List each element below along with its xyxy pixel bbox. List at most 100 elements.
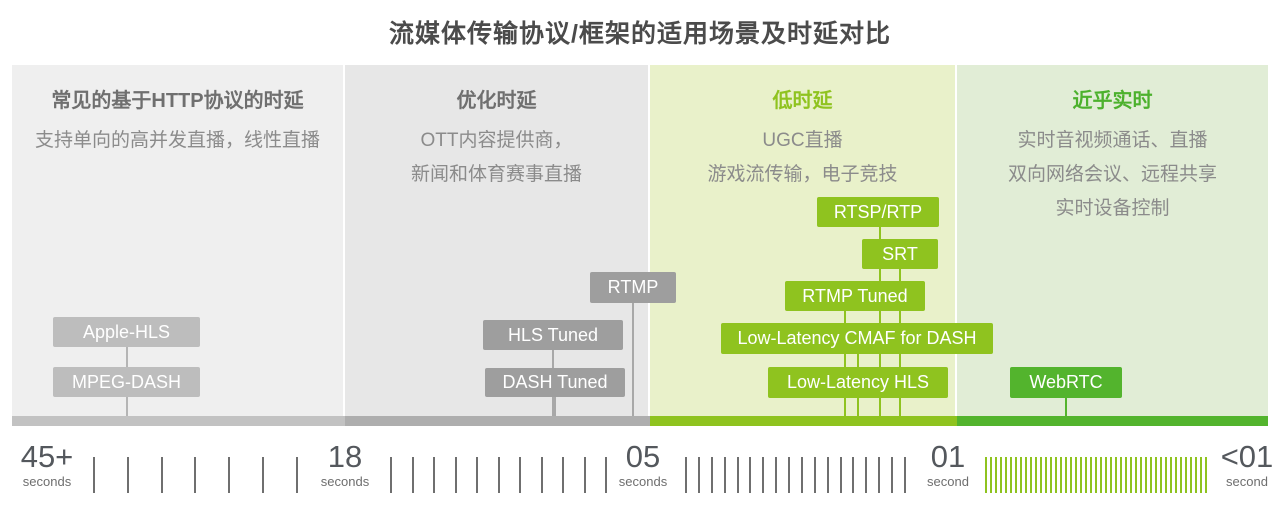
column-description-line: UGC直播 (762, 130, 843, 151)
tick-mark (852, 457, 855, 493)
tick-mark (800, 457, 803, 493)
timeline-value: <01 (1220, 439, 1274, 474)
tick-mark (1070, 457, 1072, 493)
tick-mark (1105, 457, 1107, 493)
protocol-box-rtmp-tuned: RTMP Tuned (785, 281, 925, 311)
tick-mark (411, 457, 414, 493)
tick-mark (878, 457, 881, 493)
tick-mark (788, 457, 790, 493)
protocol-box-low-latency-cmaf-for-dash: Low-Latency CMAF for DASH (721, 323, 993, 354)
tick-mark (1175, 457, 1177, 493)
timeline-value: 45+ (20, 439, 74, 474)
timeline-label-01-second: 01 second (927, 439, 969, 490)
tick-mark (476, 457, 478, 493)
bar-low-latency (650, 416, 957, 426)
tick-mark (1150, 457, 1152, 493)
tick-group-gray (93, 457, 298, 493)
tick-mark (1180, 457, 1182, 493)
tick-mark (1015, 457, 1017, 493)
tick-mark (454, 457, 457, 493)
connector-rtmp-tuned (844, 311, 846, 416)
timeline-label-18-seconds: 18 seconds (320, 439, 370, 490)
tick-mark (1205, 457, 1207, 493)
timeline-unit: second (1226, 474, 1268, 489)
tick-mark (1100, 457, 1102, 493)
tick-group-gray (685, 457, 906, 493)
tick-mark (736, 457, 739, 493)
tick-mark (995, 457, 997, 493)
tick-mark (160, 457, 163, 493)
tick-mark (1045, 457, 1047, 493)
tick-mark (1000, 457, 1002, 493)
tick-mark (194, 457, 197, 493)
column-optimized-latency: 优化时延 OTT内容提供商， 新闻和体育赛事直播 (345, 65, 648, 416)
tick-mark (1110, 457, 1112, 493)
bar-optimized (345, 416, 650, 426)
connector-rtsp-rtp (879, 227, 881, 416)
tick-mark (1195, 457, 1197, 493)
tick-mark (775, 457, 778, 493)
column-header: 低时延 (772, 90, 833, 112)
column-header: 常见的基于HTTP协议的时延 (51, 90, 304, 112)
timeline-value: 18 (327, 439, 363, 474)
connector-webrtc (1065, 398, 1067, 416)
tick-mark (1130, 457, 1132, 493)
protocol-box-mpeg-dash: MPEG-DASH (53, 367, 200, 397)
protocol-box-webrtc: WebRTC (1010, 367, 1122, 398)
tick-mark (1160, 457, 1162, 493)
tick-mark (865, 457, 868, 493)
tick-mark (93, 457, 95, 493)
timeline-unit: second (927, 474, 969, 489)
tick-mark (1065, 457, 1067, 493)
tick-mark (1010, 457, 1012, 493)
column-header: 近乎实时 (1072, 90, 1153, 112)
bar-http (12, 416, 345, 426)
protocol-box-dash-tuned: DASH Tuned (485, 368, 625, 397)
timeline-label-01-second: <01 second (1220, 439, 1274, 490)
tick-mark (1125, 457, 1127, 493)
tick-mark (262, 457, 265, 493)
tick-mark (1140, 457, 1142, 493)
tick-mark (762, 457, 765, 493)
timeline-unit: seconds (320, 474, 370, 489)
bar-near-realtime (957, 416, 1268, 426)
tick-mark (583, 457, 586, 493)
tick-mark (1040, 457, 1042, 493)
page-title: 流媒体传输协议/框架的适用场景及时延对比 (389, 20, 891, 48)
tick-mark (1145, 457, 1147, 493)
tick-mark (1080, 457, 1082, 493)
timeline-unit: seconds (618, 474, 668, 489)
tick-mark (1135, 457, 1137, 493)
timeline-value: 01 (930, 439, 966, 474)
tick-mark (519, 457, 521, 493)
tick-mark (562, 457, 564, 493)
timeline-value: 05 (625, 439, 661, 474)
tick-mark (126, 457, 129, 493)
tick-mark (985, 457, 987, 493)
column-description-line: OTT内容提供商， (420, 130, 573, 151)
connector-dash-tuned (554, 397, 556, 416)
column-near-realtime: 近乎实时 实时音视频通话、直播 双向网络会议、远程共享 实时设备控制 (957, 65, 1268, 416)
tick-mark (1155, 457, 1157, 493)
tick-mark (749, 457, 752, 493)
tick-mark (1185, 457, 1187, 493)
tick-mark (433, 457, 435, 493)
protocol-box-rtsp-rtp: RTSP/RTP (817, 197, 939, 227)
connector-mpeg-dash (126, 397, 128, 416)
tick-mark (1005, 457, 1007, 493)
tick-mark (685, 457, 687, 493)
tick-mark (1115, 457, 1117, 493)
tick-mark (1120, 457, 1122, 493)
column-description-line: 实时音视频通话、直播 (1017, 130, 1208, 151)
tick-mark (1090, 457, 1092, 493)
column-description-line: 支持单向的高并发直播，线性直播 (34, 130, 320, 151)
tick-mark (1170, 457, 1172, 493)
connector-rtmp (632, 303, 634, 416)
tick-mark (1030, 457, 1032, 493)
tick-mark (540, 457, 543, 493)
tick-mark (1075, 457, 1077, 493)
tick-mark (1060, 457, 1062, 493)
tick-mark (826, 457, 829, 493)
tick-mark (228, 457, 231, 493)
